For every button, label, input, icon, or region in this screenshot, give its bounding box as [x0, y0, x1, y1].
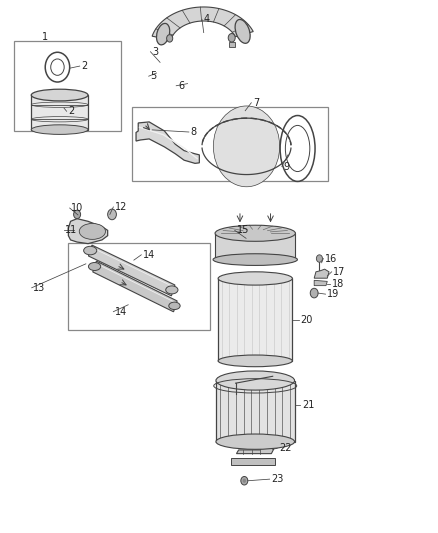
Circle shape — [108, 209, 117, 220]
Ellipse shape — [213, 254, 297, 265]
Text: 2: 2 — [81, 61, 88, 71]
Text: 18: 18 — [332, 279, 344, 288]
Circle shape — [74, 210, 81, 219]
Ellipse shape — [166, 286, 178, 294]
Ellipse shape — [156, 23, 170, 45]
Ellipse shape — [31, 125, 88, 134]
Ellipse shape — [84, 246, 97, 255]
Circle shape — [310, 288, 318, 298]
Bar — [229, 42, 235, 47]
Polygon shape — [136, 122, 199, 164]
Text: 22: 22 — [279, 443, 291, 453]
Text: 20: 20 — [300, 314, 313, 325]
Ellipse shape — [216, 371, 294, 390]
Polygon shape — [93, 261, 177, 312]
Text: 13: 13 — [33, 283, 46, 293]
Bar — [14, 41, 121, 131]
Text: 6: 6 — [178, 81, 184, 91]
Text: 4: 4 — [204, 14, 210, 25]
Text: 17: 17 — [333, 267, 346, 277]
Text: 7: 7 — [253, 98, 259, 108]
Text: 19: 19 — [327, 289, 339, 299]
Bar — [68, 243, 210, 330]
Polygon shape — [152, 7, 253, 39]
Circle shape — [166, 35, 173, 42]
Circle shape — [243, 479, 246, 483]
Text: 16: 16 — [325, 254, 337, 263]
Ellipse shape — [218, 272, 292, 285]
Text: 14: 14 — [143, 250, 155, 260]
Text: 15: 15 — [237, 225, 249, 236]
Text: 3: 3 — [152, 47, 158, 56]
Polygon shape — [68, 219, 108, 244]
Ellipse shape — [215, 225, 295, 241]
Ellipse shape — [169, 302, 180, 310]
Polygon shape — [237, 445, 274, 454]
Text: 12: 12 — [115, 202, 127, 212]
Circle shape — [241, 477, 248, 485]
Bar — [216, 381, 294, 442]
Bar — [218, 278, 292, 361]
Circle shape — [213, 106, 280, 187]
Bar — [231, 458, 275, 465]
Text: 2: 2 — [68, 106, 74, 116]
Ellipse shape — [79, 223, 106, 239]
Polygon shape — [314, 280, 327, 286]
Bar — [132, 107, 328, 181]
Text: 23: 23 — [272, 474, 284, 484]
Text: 21: 21 — [302, 400, 314, 410]
Ellipse shape — [216, 434, 294, 449]
Text: 1: 1 — [42, 32, 48, 42]
Bar — [215, 233, 295, 260]
Ellipse shape — [218, 355, 292, 367]
Text: 11: 11 — [65, 225, 78, 236]
Polygon shape — [88, 245, 175, 296]
Text: 9: 9 — [284, 161, 290, 172]
Ellipse shape — [88, 263, 101, 270]
Ellipse shape — [31, 89, 88, 101]
Circle shape — [316, 255, 322, 262]
Text: 14: 14 — [115, 306, 127, 317]
Text: 5: 5 — [150, 71, 157, 81]
Text: 10: 10 — [71, 203, 84, 213]
Bar — [31, 95, 88, 130]
Polygon shape — [314, 269, 329, 278]
Circle shape — [228, 34, 235, 42]
Ellipse shape — [235, 20, 250, 43]
Text: 8: 8 — [191, 127, 197, 137]
